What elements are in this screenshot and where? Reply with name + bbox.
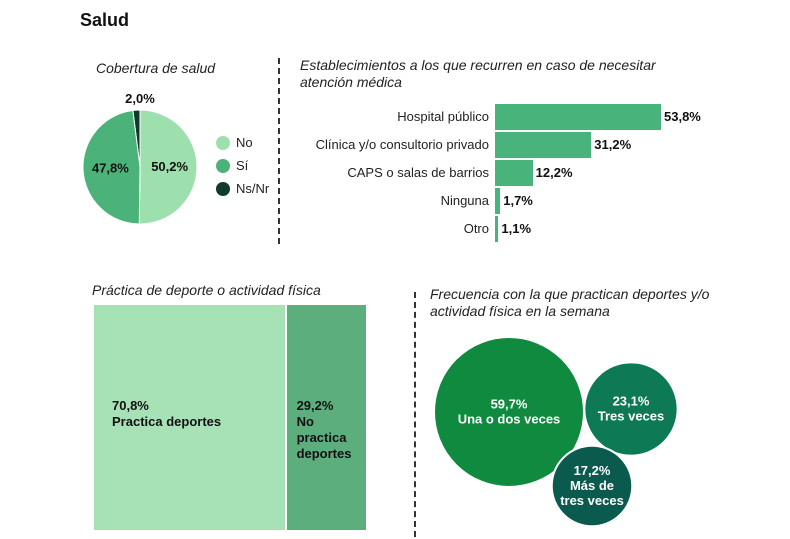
bubble-label-0-1: Una o dos veces <box>458 412 561 427</box>
pie-slice-si <box>82 109 141 225</box>
bar-otro <box>495 216 499 242</box>
page-title: Salud <box>80 10 130 30</box>
bar-caps-o-salas-de-barrios <box>495 160 533 186</box>
bubble-label-0-0: 59,7% <box>491 397 528 412</box>
treemap-chart-title: Práctica de deporte o actividad física <box>92 282 321 298</box>
bar-value-otro: 1,1% <box>501 221 532 236</box>
treemap-tile-0 <box>94 305 285 530</box>
legend-swatch-si <box>216 158 230 173</box>
bar-category-caps-o-salas-de-barrios: CAPS o salas de barrios <box>347 165 489 180</box>
treemap-label-1: 29,2% No practica deportes <box>297 398 352 462</box>
bar-value-hospital-publico: 53,8% <box>664 109 701 124</box>
bubble-label-2-2: tres veces <box>560 493 624 508</box>
bar-value-clinica-y-o-consultorio-privado: 31,2% <box>594 137 632 152</box>
bar-category-ninguna: Ninguna <box>440 193 489 208</box>
bar-clinica-y-o-consultorio-privado <box>495 132 592 158</box>
treemap-caption-1-1: practica <box>296 430 347 445</box>
bar-chart-title: Establecimientos a los que recurren en c… <box>300 57 656 90</box>
legend-swatch-no <box>216 135 230 150</box>
legend-item-si: Sí <box>216 158 248 173</box>
legend-label-no: No <box>236 135 253 150</box>
bar-category-hospital-publico: Hospital público <box>397 109 489 124</box>
section-divider-top <box>278 58 280 244</box>
bubble-2 <box>550 444 634 528</box>
bubble-label-1-1: Tres veces <box>598 409 665 424</box>
bar-hospital-publico <box>495 104 661 130</box>
treemap-caption-1-0: No <box>296 414 314 429</box>
treemap-caption-0-0: Practica deportes <box>112 414 222 429</box>
treemap-tile-1 <box>286 305 366 530</box>
treemap-value-1: 29,2% <box>296 398 334 413</box>
pie-label-no: 50,2% <box>151 159 188 174</box>
bar-category-otro: Otro <box>463 221 489 236</box>
pie-slice-no <box>138 109 198 225</box>
bar-ninguna <box>495 188 501 214</box>
pie-label-si: 47,8% <box>92 161 129 176</box>
treemap-label-0: 70,8% Practica deportes <box>112 398 221 430</box>
pie-chart-title: Cobertura de salud <box>96 60 216 76</box>
treemap-caption-1-2: deportes <box>296 446 352 461</box>
pie-label-ns-nr: 2,0% <box>125 91 155 106</box>
bubble-chart-title: Frecuencia con la que practican deportes… <box>430 286 710 319</box>
bar-value-caps-o-salas-de-barrios: 12,2% <box>535 165 573 180</box>
coverage-pie-chart: 50,2% 47,8% 2,0% <box>82 91 198 225</box>
bubble-1 <box>583 361 679 457</box>
bubble-label-2-1: Más de <box>570 478 614 493</box>
legend-item-nsnr: Ns/Nr <box>216 181 269 196</box>
establishment-bar-chart: Hospital público 53,8% Clínica y/o consult… <box>0 0 790 260</box>
legend-swatch-nsnr <box>216 181 230 196</box>
bar-value-ninguna: 1,7% <box>503 193 533 208</box>
bubble-label-1-0: 23,1% <box>613 394 650 409</box>
legend-item-no: No <box>216 135 253 150</box>
bubble-label-2-0: 17,2% <box>574 463 611 478</box>
section-divider-bottom <box>414 292 416 537</box>
legend-label-nsnr: Ns/Nr <box>236 181 270 196</box>
legend-label-si: Sí <box>236 158 249 173</box>
bar-category-clinica-y-o-consultorio-privado: Clínica y/o consultorio privado <box>315 137 489 152</box>
sport-practice-treemap: 70,8% Practica deportes 29,2% No practica dep… <box>94 305 366 530</box>
treemap-value-0: 70,8% <box>112 398 149 413</box>
